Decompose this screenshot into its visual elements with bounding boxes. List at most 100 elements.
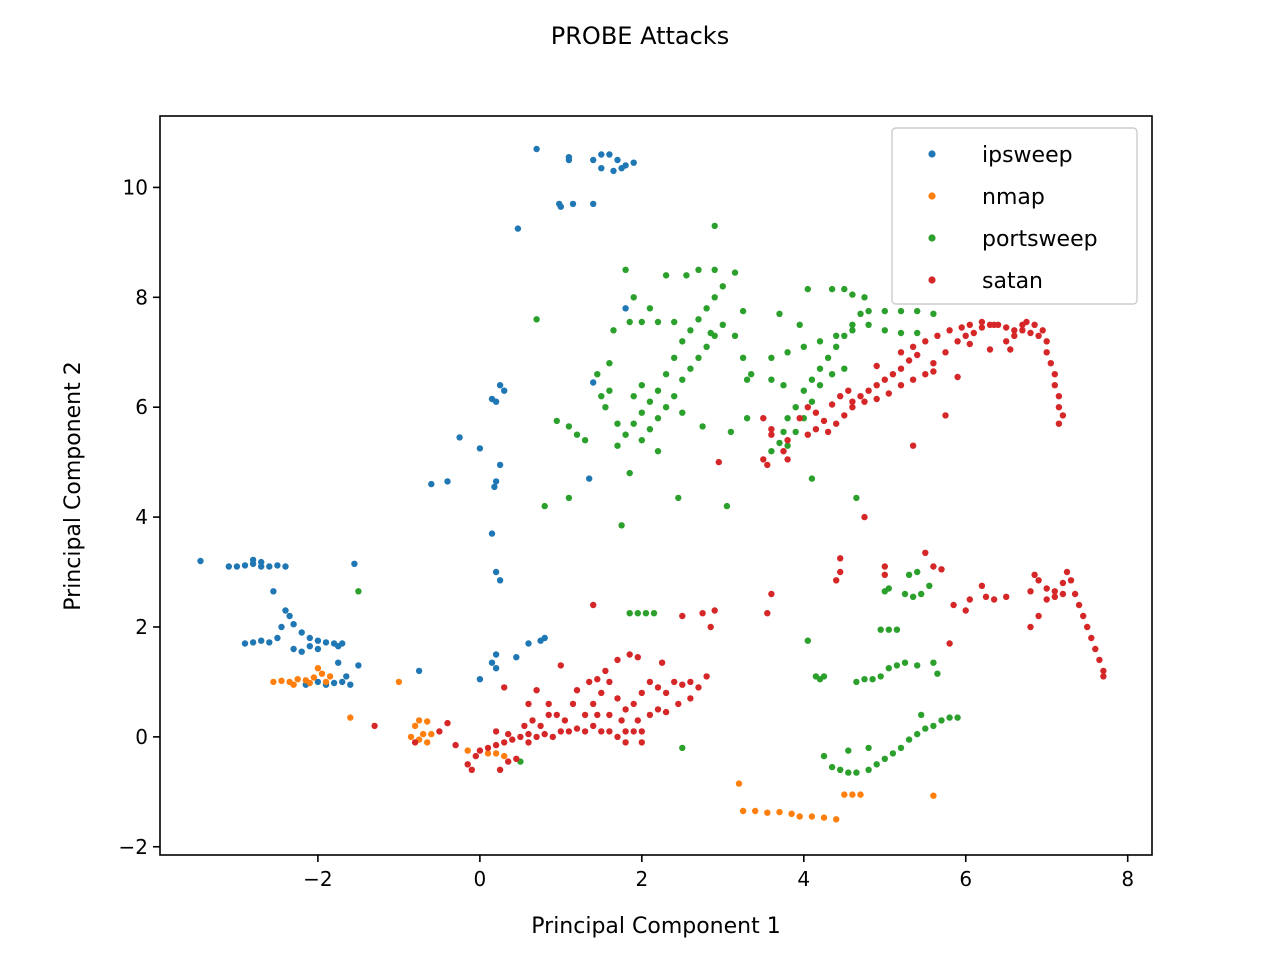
data-point-satan: [715, 458, 722, 466]
data-point-nmap: [484, 750, 492, 757]
data-point-portsweep: [869, 676, 876, 683]
data-point-satan: [950, 601, 957, 609]
data-point-satan: [812, 426, 820, 433]
data-point-satan: [492, 741, 500, 749]
data-point-satan: [452, 741, 459, 749]
data-point-satan: [662, 708, 670, 716]
data-point-satan: [1039, 327, 1046, 334]
data-point-ipsweep: [492, 478, 500, 485]
data-point-portsweep: [654, 387, 662, 394]
data-point-satan: [533, 733, 540, 741]
data-point-ipsweep: [456, 434, 463, 441]
y-tick-label: −2: [119, 835, 148, 859]
data-point-satan: [1100, 667, 1107, 675]
data-point-portsweep: [565, 494, 573, 502]
data-point-ipsweep: [306, 643, 313, 650]
data-point-portsweep: [792, 404, 799, 411]
data-point-portsweep: [784, 415, 791, 422]
data-point-nmap: [270, 678, 277, 686]
data-point-satan: [1063, 568, 1071, 576]
data-point-portsweep: [606, 360, 613, 367]
data-point-portsweep: [626, 610, 633, 617]
data-point-satan: [1047, 360, 1055, 367]
data-point-portsweep: [857, 310, 864, 317]
data-point-ipsweep: [488, 659, 496, 666]
data-point-portsweep: [711, 266, 718, 273]
data-point-satan: [833, 420, 840, 427]
data-point-portsweep: [909, 593, 917, 600]
data-point-portsweep: [650, 610, 658, 617]
data-point-satan: [837, 568, 844, 576]
data-point-ipsweep: [618, 165, 625, 172]
data-point-portsweep: [662, 371, 670, 378]
data-point-portsweep: [719, 321, 726, 328]
data-point-satan: [768, 426, 775, 433]
data-point-satan: [513, 755, 520, 762]
data-point-ipsweep: [598, 151, 605, 158]
data-point-nmap: [501, 752, 508, 760]
data-point-portsweep: [703, 305, 710, 312]
data-point-ipsweep: [492, 568, 500, 576]
data-point-ipsweep: [335, 659, 342, 666]
data-point-satan: [1051, 593, 1059, 600]
data-point-portsweep: [654, 448, 662, 455]
data-point-nmap: [428, 730, 435, 738]
data-point-portsweep: [594, 371, 601, 378]
data-point-portsweep: [816, 338, 824, 345]
data-point-satan: [614, 695, 621, 702]
data-point-nmap: [796, 813, 803, 820]
data-point-ipsweep: [241, 640, 249, 647]
data-point-satan: [598, 728, 605, 735]
data-point-portsweep: [642, 610, 650, 617]
data-point-portsweep: [573, 431, 581, 438]
data-point-satan: [537, 722, 544, 730]
data-point-portsweep: [646, 398, 654, 405]
data-point-satan: [833, 577, 840, 584]
data-point-portsweep: [877, 626, 884, 633]
data-point-satan: [954, 373, 961, 381]
data-point-satan: [1043, 596, 1050, 603]
series-nmap: [270, 665, 937, 823]
data-point-satan: [986, 346, 994, 353]
data-point-portsweep: [853, 678, 860, 686]
data-point-nmap: [415, 717, 423, 724]
data-point-ipsweep: [492, 651, 500, 658]
data-point-portsweep: [800, 387, 807, 394]
data-point-satan: [930, 368, 937, 375]
data-point-ipsweep: [598, 165, 605, 172]
data-point-ipsweep: [290, 645, 297, 653]
x-tick-label: 2: [635, 867, 648, 891]
legend-item-nmap: nmap: [928, 185, 1045, 210]
data-point-portsweep: [849, 291, 856, 298]
data-point-satan: [602, 667, 609, 675]
data-point-portsweep: [768, 448, 775, 455]
y-tick-label: 6: [135, 395, 148, 419]
legend-label: nmap: [982, 185, 1045, 210]
data-point-satan: [614, 656, 621, 664]
data-point-satan: [942, 349, 949, 356]
data-point-satan: [533, 687, 540, 694]
legend-marker: [928, 234, 936, 242]
data-point-satan: [1035, 332, 1042, 339]
data-point-satan: [1059, 590, 1067, 598]
data-point-satan: [1055, 420, 1063, 427]
data-point-portsweep: [671, 393, 678, 400]
data-point-ipsweep: [488, 530, 496, 537]
data-point-portsweep: [679, 409, 686, 416]
data-point-ipsweep: [476, 676, 484, 683]
data-point-satan: [622, 706, 629, 713]
data-point-portsweep: [901, 590, 909, 598]
data-point-nmap: [857, 791, 864, 798]
data-point-satan: [525, 739, 532, 746]
legend-label: ipsweep: [982, 143, 1073, 168]
data-point-ipsweep: [590, 379, 597, 386]
data-point-portsweep: [877, 673, 884, 680]
data-point-portsweep: [565, 423, 573, 430]
data-point-satan: [496, 766, 504, 773]
data-point-satan: [914, 351, 921, 359]
data-point-portsweep: [695, 316, 702, 323]
data-point-satan: [909, 376, 917, 383]
data-point-satan: [990, 321, 998, 328]
data-point-satan: [687, 695, 694, 702]
y-tick-label: 2: [135, 615, 148, 639]
